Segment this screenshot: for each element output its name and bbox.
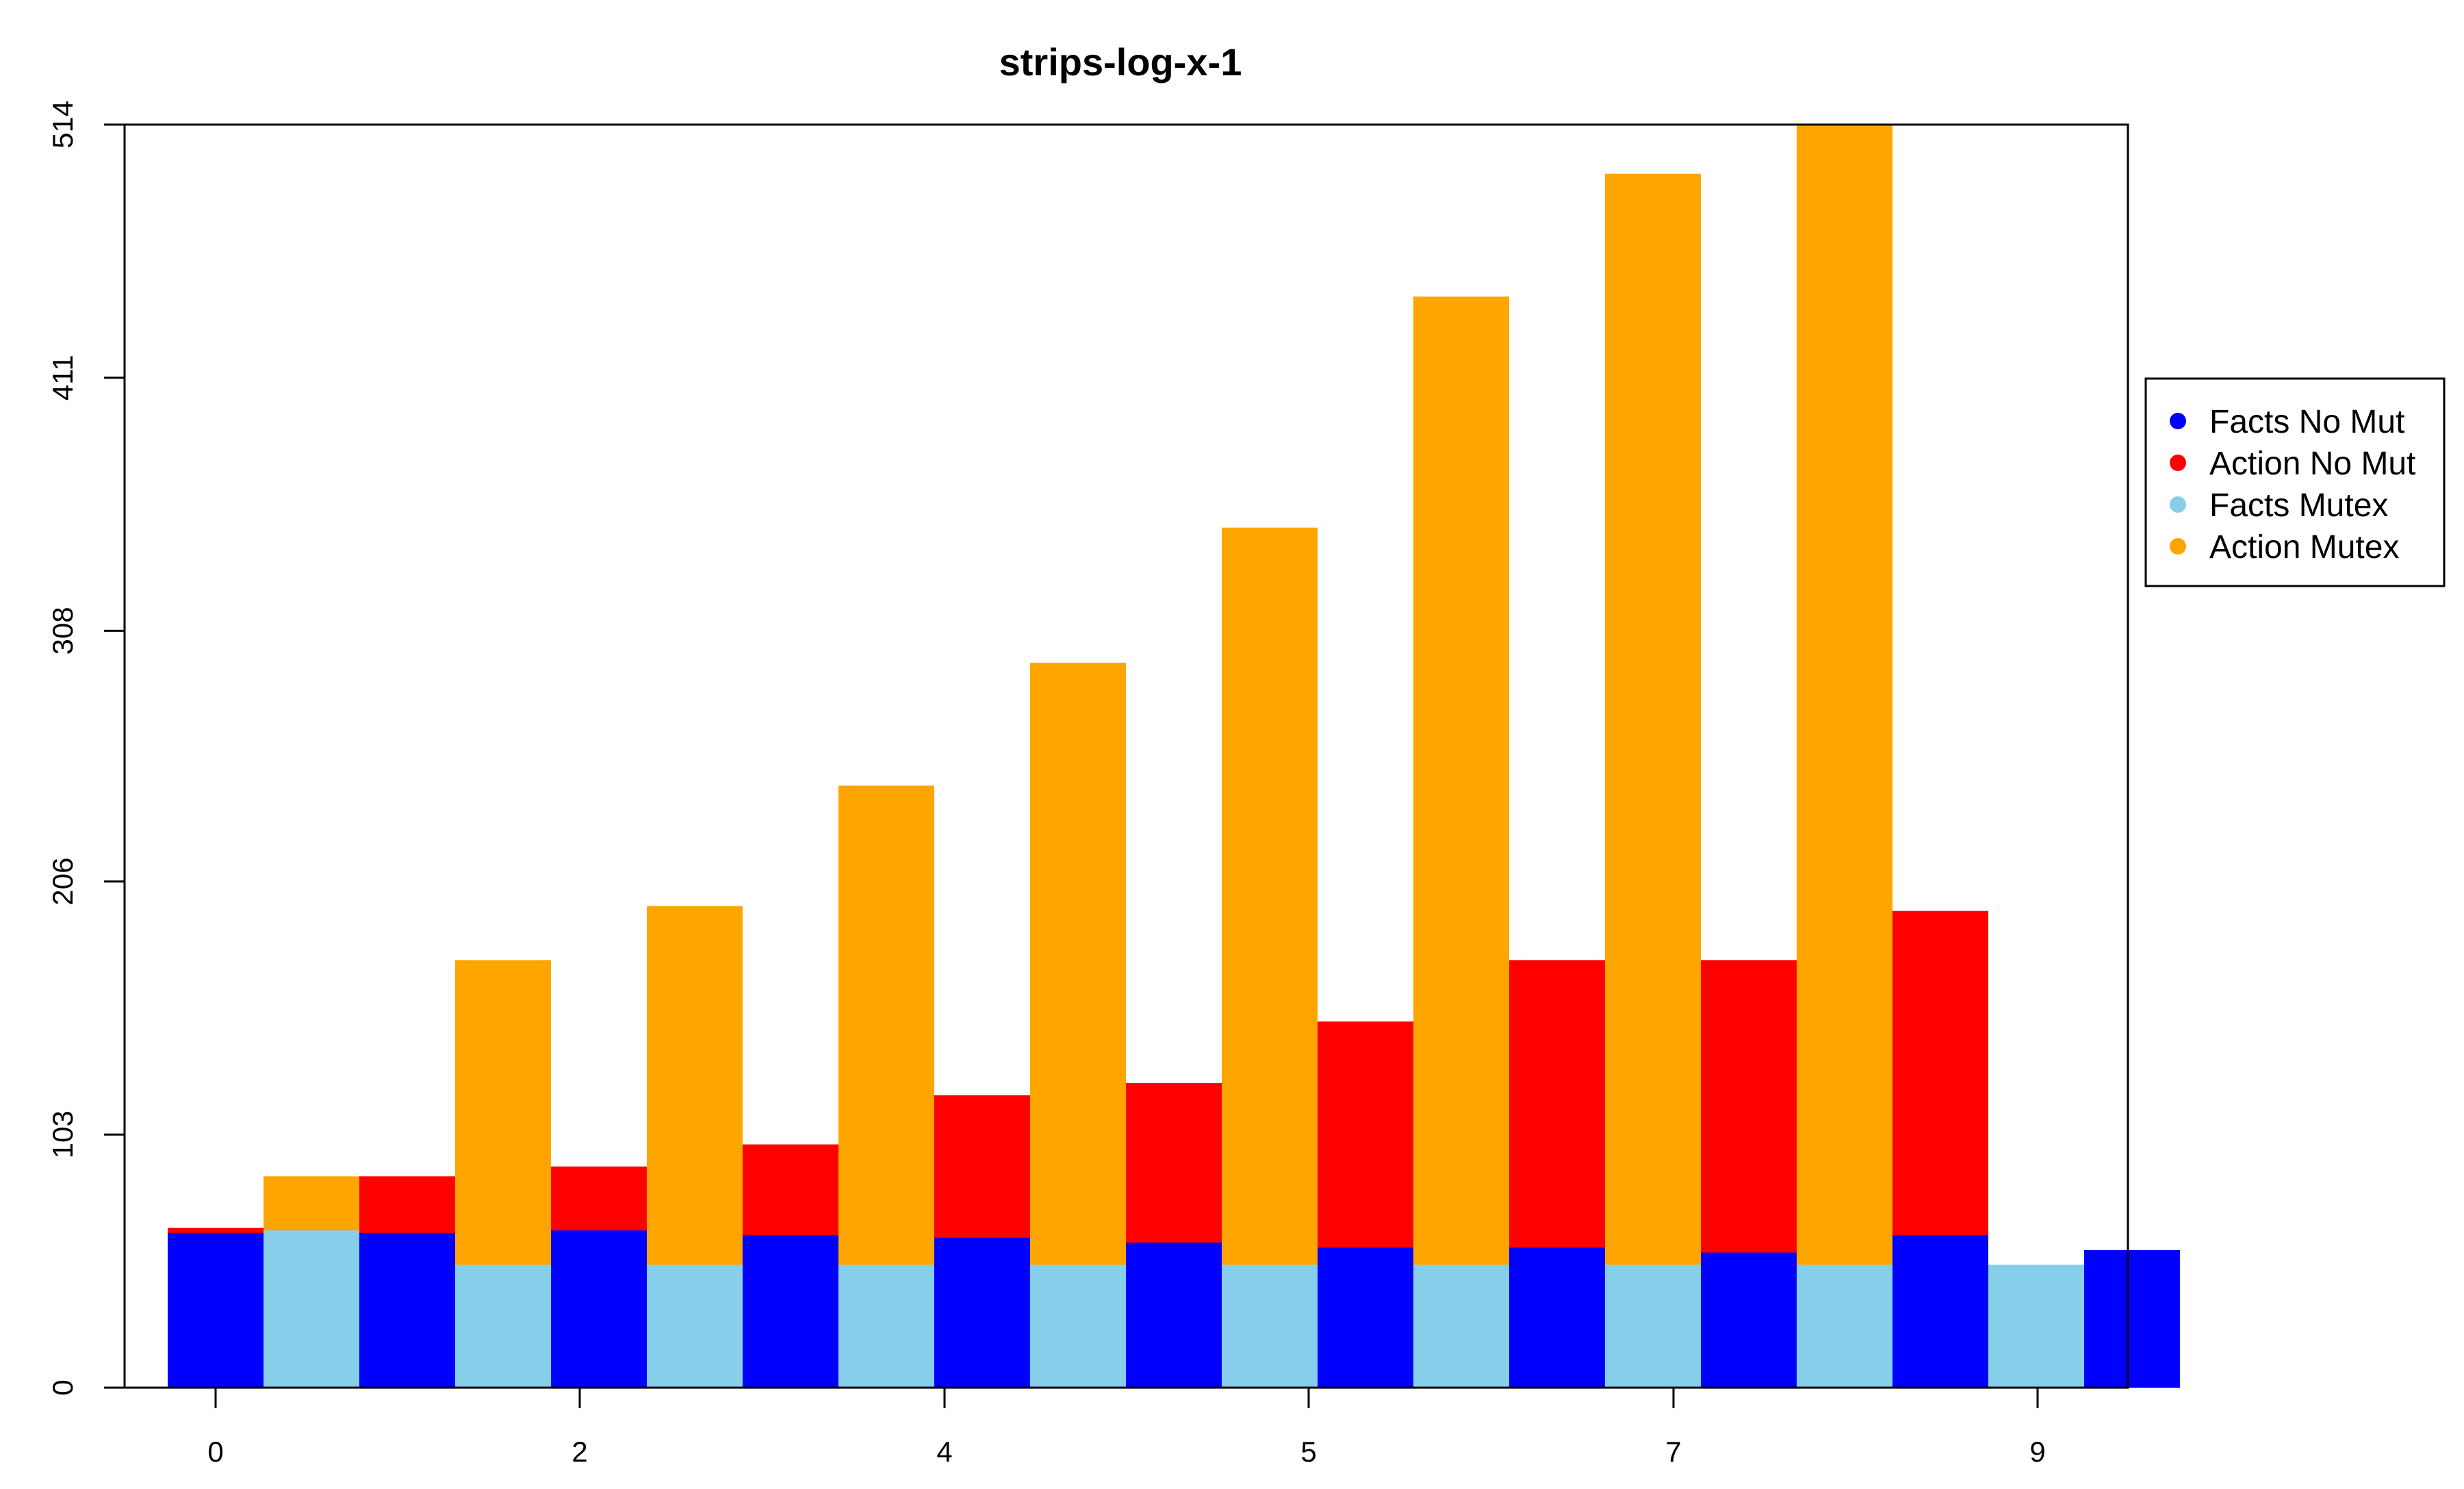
bar-facts-mutex <box>1413 1264 1509 1388</box>
bar-facts-mutex <box>838 1264 934 1388</box>
legend-marker <box>2170 413 2186 429</box>
x-tick-label: 5 <box>1300 1436 1316 1468</box>
legend: Facts No Mut Action No Mut Facts Mutex Acti… <box>2144 377 2446 587</box>
y-tick-label: 411 <box>47 355 79 400</box>
bar-facts-no-mut <box>168 1232 264 1388</box>
legend-marker <box>2170 538 2186 555</box>
legend-marker <box>2170 496 2186 513</box>
y-tick-label: 308 <box>47 607 79 654</box>
legend-box <box>2144 377 2446 587</box>
y-tick-label: 206 <box>47 858 79 906</box>
x-tick-label: 0 <box>207 1436 223 1468</box>
bar-facts-no-mut <box>1701 1252 1797 1388</box>
legend-marker <box>2170 455 2186 471</box>
chart-title: strips-log-x-1 <box>999 40 1242 84</box>
bar-facts-mutex <box>1030 1264 1126 1388</box>
x-tick-label: 4 <box>936 1436 952 1468</box>
bar-action-mutex <box>1222 527 1318 1388</box>
bar-facts-no-mut <box>1509 1247 1605 1388</box>
x-tick-label: 9 <box>2029 1436 2045 1468</box>
y-tick-label: 0 <box>47 1379 79 1395</box>
bar-facts-no-mut <box>743 1235 838 1388</box>
bar-facts-mutex <box>1797 1264 1892 1388</box>
bar-facts-no-mut <box>1892 1235 1988 1388</box>
bar-action-mutex <box>1797 125 1892 1388</box>
bar-action-mutex <box>1413 296 1509 1388</box>
legend-label: Action Mutex <box>2209 529 2399 565</box>
x-tick-label: 2 <box>572 1436 587 1468</box>
bar-facts-no-mut <box>1126 1243 1222 1388</box>
bar-facts-mutex <box>647 1264 743 1388</box>
bar-facts-no-mut <box>551 1230 647 1388</box>
bar-facts-no-mut <box>359 1232 455 1388</box>
bar-facts-mutex <box>1222 1264 1318 1388</box>
bar-facts-mutex <box>1988 1264 2084 1388</box>
legend-label: Action No Mut <box>2209 446 2415 482</box>
legend-label: Facts Mutex <box>2209 487 2388 524</box>
bar-facts-mutex <box>1605 1264 1701 1388</box>
bar-facts-no-mut <box>934 1238 1030 1388</box>
y-axis: 0 103 206 308 411 514 <box>47 101 126 1396</box>
bar-facts-mutex <box>264 1230 359 1388</box>
legend-items: Facts No Mut Action No Mut Facts Mutex Acti… <box>2170 404 2415 565</box>
y-tick-label: 103 <box>47 1110 79 1158</box>
bar-action-mutex <box>1605 173 1701 1388</box>
bar-facts-no-mut <box>1318 1247 1413 1388</box>
x-axis: 0 2 4 5 7 9 <box>207 1386 2046 1468</box>
x-tick-label: 7 <box>1665 1436 1681 1468</box>
bar-facts-mutex <box>455 1264 551 1388</box>
bar-facts-no-mut <box>2084 1249 2180 1388</box>
legend-label: Facts No Mut <box>2209 404 2404 440</box>
y-tick-label: 514 <box>47 101 79 149</box>
bars-layer <box>168 125 2180 1388</box>
